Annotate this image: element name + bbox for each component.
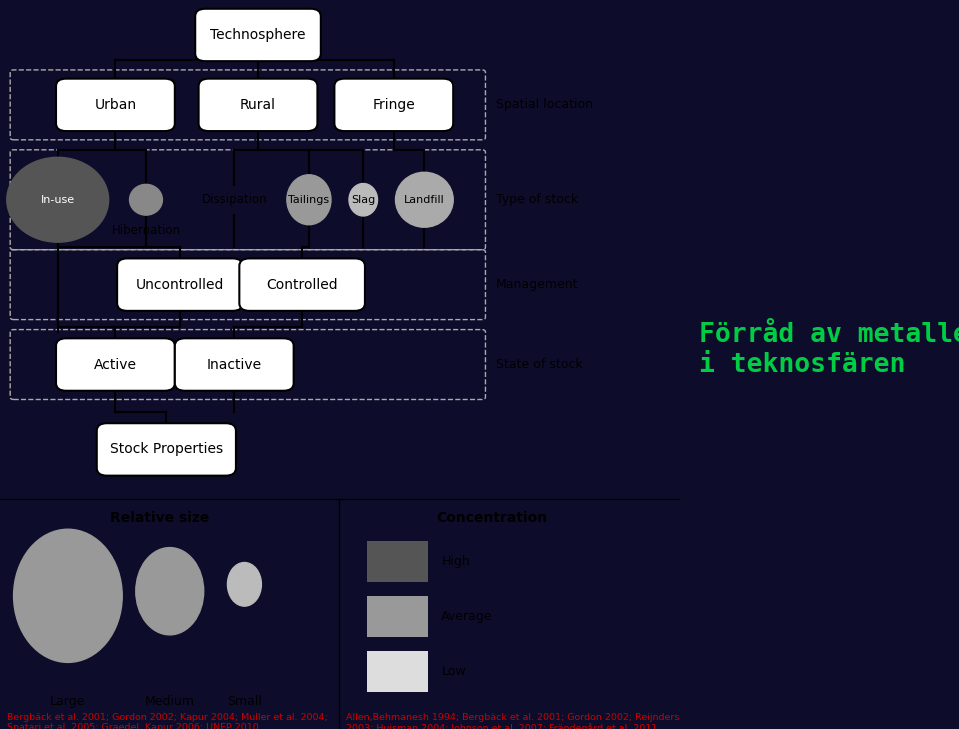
- FancyBboxPatch shape: [56, 338, 175, 391]
- FancyBboxPatch shape: [117, 258, 243, 311]
- Text: Type of stock: Type of stock: [496, 193, 577, 206]
- Text: Average: Average: [441, 610, 493, 623]
- Text: Hibernation: Hibernation: [111, 224, 180, 237]
- Ellipse shape: [227, 563, 262, 606]
- FancyBboxPatch shape: [199, 79, 317, 131]
- FancyBboxPatch shape: [175, 338, 293, 391]
- Text: Controlled: Controlled: [267, 278, 338, 292]
- Text: State of stock: State of stock: [496, 358, 582, 371]
- Text: Small: Small: [227, 695, 262, 708]
- Text: Active: Active: [94, 357, 137, 372]
- Text: Bergbäck et al. 2001; Gordon 2002; Kapur 2004; Muller et al. 2004;
Spatari et al: Bergbäck et al. 2001; Gordon 2002; Kapur…: [7, 713, 328, 729]
- FancyBboxPatch shape: [97, 424, 236, 475]
- Text: Management: Management: [496, 278, 578, 291]
- FancyBboxPatch shape: [196, 9, 321, 61]
- Ellipse shape: [349, 184, 378, 216]
- Text: Relative size: Relative size: [110, 511, 209, 525]
- Text: Förråd av metaller
i teknosfären: Förråd av metaller i teknosfären: [698, 322, 959, 378]
- FancyBboxPatch shape: [335, 79, 454, 131]
- Text: Spatial location: Spatial location: [496, 98, 593, 112]
- Text: Concentration: Concentration: [436, 511, 548, 525]
- Ellipse shape: [395, 172, 454, 227]
- FancyBboxPatch shape: [56, 79, 175, 131]
- Ellipse shape: [287, 175, 331, 225]
- Text: Fringe: Fringe: [372, 98, 415, 112]
- FancyBboxPatch shape: [240, 258, 365, 311]
- Text: Slag: Slag: [351, 195, 375, 205]
- Text: Technosphere: Technosphere: [210, 28, 306, 42]
- Bar: [366, 651, 428, 693]
- Text: High: High: [441, 555, 470, 568]
- Text: Dissipation: Dissipation: [201, 193, 267, 206]
- Text: Low: Low: [441, 665, 466, 678]
- Bar: [366, 596, 428, 637]
- Text: Medium: Medium: [145, 695, 195, 708]
- Text: In-use: In-use: [40, 195, 75, 205]
- Text: Urban: Urban: [94, 98, 136, 112]
- Ellipse shape: [136, 547, 203, 635]
- Text: Inactive: Inactive: [207, 357, 262, 372]
- Text: Uncontrolled: Uncontrolled: [136, 278, 224, 292]
- Bar: [366, 541, 428, 582]
- Text: Large: Large: [50, 695, 85, 708]
- Text: Tailings: Tailings: [289, 195, 330, 205]
- Text: Stock Properties: Stock Properties: [109, 443, 222, 456]
- Text: Allen,Behmanesh 1994; Bergbäck et al. 2001; Gordon 2002; Reijnders
2003; Huisman: Allen,Behmanesh 1994; Bergbäck et al. 20…: [346, 713, 680, 729]
- Ellipse shape: [13, 529, 122, 663]
- Text: Landfill: Landfill: [404, 195, 445, 205]
- Text: Rural: Rural: [240, 98, 276, 112]
- Ellipse shape: [129, 184, 162, 215]
- Ellipse shape: [7, 157, 108, 242]
